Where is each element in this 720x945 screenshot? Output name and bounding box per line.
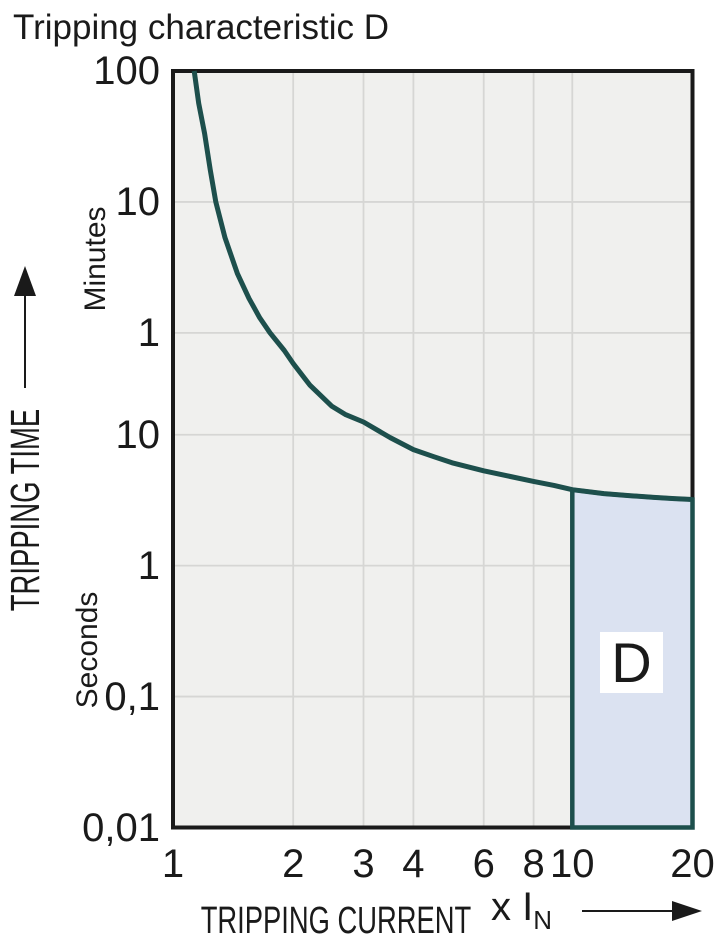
x-unit-label: x IN [491, 884, 552, 930]
x-unit-subscript: N [533, 905, 552, 935]
y-tick-label: 10 [116, 410, 161, 460]
x-unit-prefix: x I [491, 885, 533, 929]
x-tick-label: 10 [522, 839, 622, 889]
region-d-label: D [611, 632, 651, 693]
y-axis-title: TRIPPING TIME [2, 369, 48, 650]
y-tick-label: 1 [138, 308, 160, 358]
x-axis-arrow-icon [582, 901, 702, 921]
y-unit-minutes-label: Minutes [76, 139, 116, 379]
x-tick-label: 1 [123, 839, 223, 889]
y-unit-seconds-label: Seconds [68, 530, 108, 770]
y-tick-label: 10 [116, 177, 161, 227]
y-tick-label: 100 [93, 46, 160, 96]
y-tick-label: 0,1 [104, 672, 160, 722]
x-axis-title: TRIPPING CURRENT [120, 897, 552, 945]
page: { "title": "Tripping characteristic D", … [0, 0, 720, 943]
region-d-badge: D [600, 632, 663, 693]
y-tick-label: 1 [138, 541, 160, 591]
x-tick-label: 20 [643, 839, 720, 889]
